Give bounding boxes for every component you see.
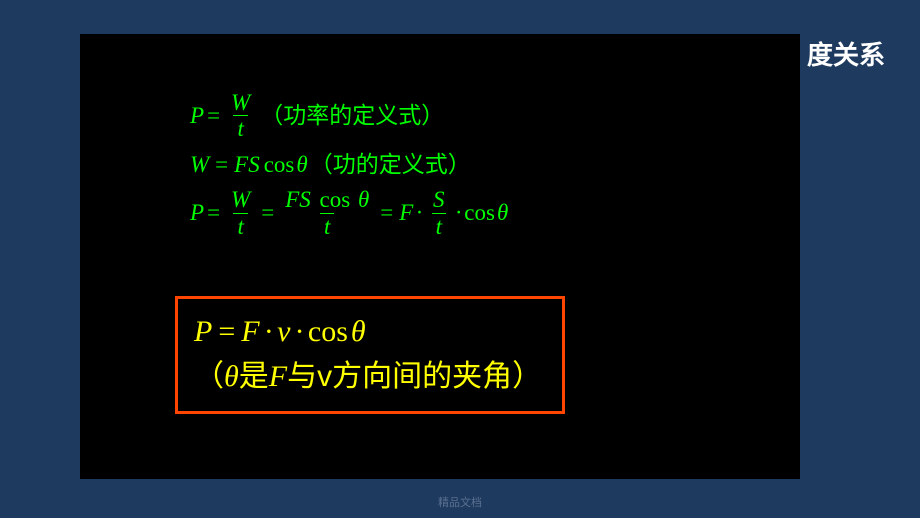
dot: · bbox=[416, 198, 422, 228]
cos: cos bbox=[264, 150, 295, 180]
equals: = bbox=[218, 309, 235, 354]
formula-block: P = W t （功率的定义式） W = F S cos θ （功的定义式） P… bbox=[190, 90, 508, 247]
var-f: F bbox=[234, 150, 248, 180]
cos: cos bbox=[464, 198, 495, 228]
numerator: S bbox=[429, 187, 449, 212]
var-p: P bbox=[190, 198, 204, 228]
equals: = bbox=[215, 150, 228, 180]
equals: = bbox=[380, 198, 393, 228]
numerator: W bbox=[227, 90, 254, 115]
paren-open: （ bbox=[194, 354, 224, 399]
var-w: W bbox=[190, 150, 209, 180]
fraction-w-over-t: W t bbox=[227, 187, 254, 239]
watermark: 精品文档 bbox=[438, 494, 482, 510]
text-is: 是 bbox=[239, 354, 269, 399]
formula-power-definition: P = W t （功率的定义式） bbox=[190, 90, 508, 142]
text-and: 与 bbox=[287, 354, 317, 399]
result-box: P = F · v · cos θ （ θ 是 F 与 v 方向间的夹角） bbox=[175, 296, 565, 414]
var-f: F bbox=[399, 198, 413, 228]
fraction-fscos-over-t: FS cos θ t bbox=[281, 187, 373, 239]
var-f: F bbox=[269, 354, 287, 399]
var-p: P bbox=[194, 309, 212, 354]
denominator: t bbox=[233, 115, 247, 141]
theta: θ bbox=[224, 354, 239, 399]
numerator: FS cos θ bbox=[281, 187, 373, 212]
numerator: W bbox=[227, 187, 254, 212]
formula-work-definition: W = F S cos θ （功的定义式） bbox=[190, 150, 508, 180]
denominator: t bbox=[432, 213, 446, 239]
equals: = bbox=[207, 101, 220, 131]
fraction-s-over-t: S t bbox=[429, 187, 449, 239]
denominator: t bbox=[233, 213, 247, 239]
dot: · bbox=[456, 198, 462, 228]
denominator: t bbox=[320, 213, 334, 239]
var-f: F bbox=[241, 309, 259, 354]
annotation-power: （功率的定义式） bbox=[260, 101, 444, 131]
var-v: v bbox=[277, 309, 290, 354]
fraction-w-over-t: W t bbox=[227, 90, 254, 142]
equals: = bbox=[207, 198, 220, 228]
dot: · bbox=[295, 309, 303, 354]
cos: cos bbox=[320, 187, 351, 212]
theta: θ bbox=[296, 150, 307, 180]
equals: = bbox=[261, 198, 274, 228]
cos: cos bbox=[308, 309, 348, 354]
result-formula: P = F · v · cos θ bbox=[194, 309, 542, 354]
text-angle: 方向间的夹角） bbox=[332, 354, 542, 399]
var-v: v bbox=[317, 354, 332, 399]
theta: θ bbox=[497, 198, 508, 228]
var-s: S bbox=[248, 150, 260, 180]
annotation-work: （功的定义式） bbox=[310, 150, 471, 180]
header-partial-text: 度关系 bbox=[807, 35, 885, 72]
fs: FS bbox=[285, 187, 311, 212]
theta: θ bbox=[358, 187, 369, 212]
var-p: P bbox=[190, 101, 204, 131]
theta: θ bbox=[351, 309, 366, 354]
formula-derivation: P = W t = FS cos θ t = F · S t · cos θ bbox=[190, 187, 508, 239]
dot: · bbox=[265, 309, 273, 354]
result-explanation: （ θ 是 F 与 v 方向间的夹角） bbox=[194, 354, 542, 399]
